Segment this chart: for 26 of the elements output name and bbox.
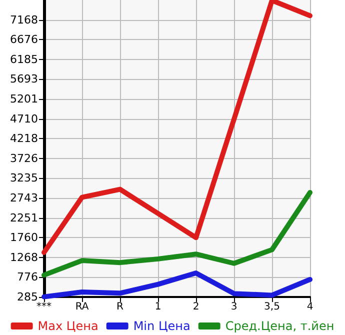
y-tick-label: 4710	[10, 112, 38, 126]
x-tick-label: ***	[36, 302, 52, 312]
y-tick-label: 3235	[10, 172, 38, 185]
legend-label: Min Цена	[133, 319, 190, 333]
y-tick-label: 6185	[10, 52, 38, 66]
y-tick-label: 3726	[10, 152, 38, 165]
y-tick-label: 2251	[10, 211, 38, 224]
x-tick-label: R	[116, 302, 124, 312]
y-tick-label: 1268	[10, 250, 38, 264]
legend-label: Max Цена	[38, 319, 98, 333]
legend-label: Сред.Цена, т.йен	[225, 319, 334, 333]
x-tick-label: 3	[230, 302, 238, 312]
y-tick-label: 5693	[10, 72, 38, 86]
y-tick-label: 1760	[10, 231, 38, 244]
x-tick-label: 1	[154, 302, 162, 312]
y-tick-label: 776	[17, 270, 38, 284]
x-tick-label: 3,5	[264, 302, 280, 312]
x-tick-label: 2	[192, 302, 200, 312]
y-tick-label: 2743	[10, 192, 38, 205]
y-tick-label: 285	[17, 290, 38, 304]
x-tick-label: 4	[306, 302, 314, 312]
y-tick-label: 7168	[10, 13, 38, 26]
y-tick-label: 6676	[10, 33, 38, 46]
y-tick-label: 5201	[10, 92, 38, 106]
x-tick-label: RA	[75, 302, 89, 312]
y-tick-label: 4218	[10, 132, 38, 146]
